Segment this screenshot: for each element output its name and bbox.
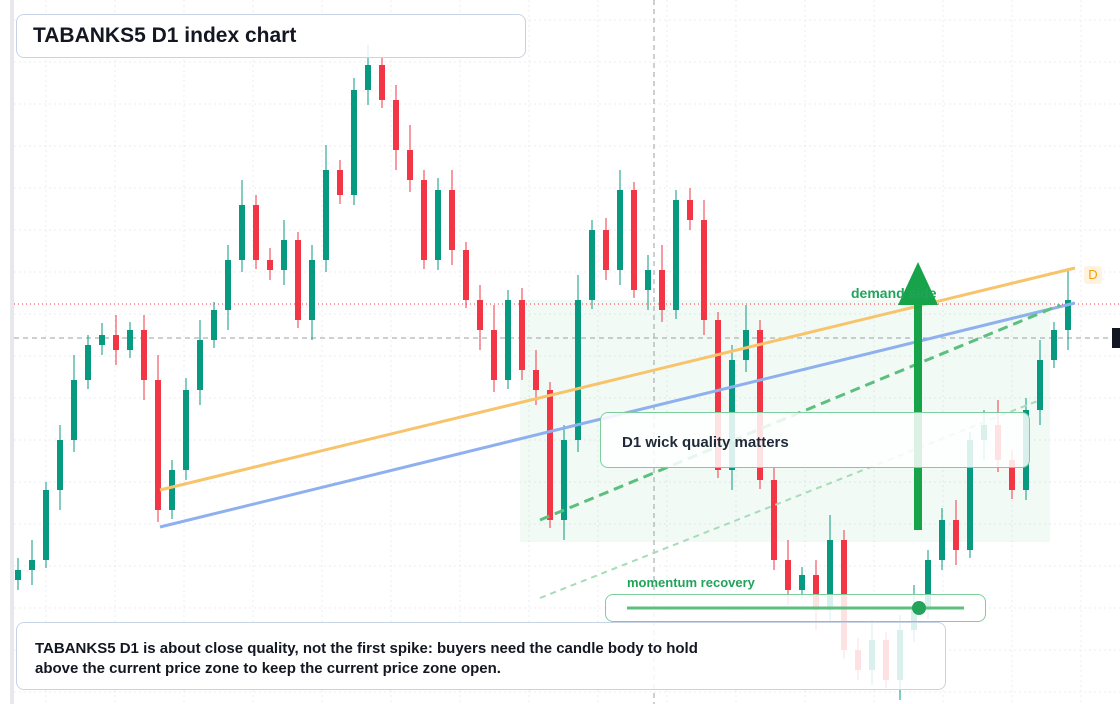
candle-body [15,570,21,580]
candle-body [337,170,343,195]
candle-body [197,340,203,390]
candle-body [631,190,637,290]
zone-label: demand side [851,285,937,301]
candle-body [141,330,147,380]
candle-body [715,320,721,470]
candle-body [309,260,315,320]
note-line: TABANKS5 D1 is about close quality, not … [35,640,698,657]
candle-body [113,335,119,350]
candle-body [99,335,105,345]
candle-body [295,240,301,320]
momentum-label: momentum recovery [627,575,755,590]
candle-body [225,260,231,310]
candle-body [687,200,693,220]
candle-body [169,470,175,510]
background-grid [14,0,1120,704]
candle-body [155,380,161,510]
candle-body [771,480,777,560]
candle-body [939,520,945,560]
candle-body [421,180,427,260]
price-tag [1112,328,1120,348]
note-line: above the current price zone to keep the… [35,660,501,677]
candle-body [1065,300,1071,330]
candle-body [351,90,357,195]
candle-body [323,170,329,260]
candle-body [575,300,581,440]
candle-body [827,540,833,610]
candle-body [925,560,931,610]
candle-body [435,190,441,260]
candle-body [561,440,567,520]
candle-body [71,380,77,440]
candle-body [29,560,35,570]
candle-body [393,100,399,150]
note-box: TABANKS5 D1 is about close quality, not … [16,622,946,690]
candle-body [953,520,959,550]
candle-body [813,575,819,610]
candle-body [449,190,455,250]
candle-body [1051,330,1057,360]
annotation-text: D1 wick quality matters [622,434,789,451]
candle-body [183,390,189,470]
candle-body [57,440,63,490]
candle-body [743,330,749,360]
candle-body [211,310,217,340]
candle-body [127,330,133,350]
candle-body [757,330,763,480]
candle-body [645,270,651,290]
candle-body [701,220,707,320]
trend-line-faint [539,399,1041,599]
candle-body [589,230,595,300]
candle-body [519,300,525,370]
marker-label: D [1084,266,1102,284]
candle-body [673,200,679,310]
candle-body [785,560,791,590]
candle-body [463,250,469,300]
candle-body [477,300,483,330]
candle-body [267,260,273,270]
candle-body [1037,360,1043,410]
candle-body [547,390,553,520]
candle-body [43,490,49,560]
chart-title: TABANKS5 D1 index chart [33,24,297,47]
candle-body [379,65,385,100]
momentum-box [605,594,986,622]
momentum-slider [627,601,964,615]
candle-body [603,230,609,270]
annotation-box: D1 wick quality matters [600,412,1030,468]
candle-body [659,270,665,310]
candle-body [281,240,287,270]
candle-body [799,575,805,590]
candle-body [533,370,539,390]
candle-body [967,440,973,550]
candle-body [491,330,497,380]
candle-body [85,345,91,380]
candle-body [407,150,413,180]
candle-body [239,205,245,260]
candle-body [253,205,259,260]
candle-body [505,300,511,380]
up-arrow [898,262,938,530]
candle-body [1009,460,1015,490]
left-edge [10,0,14,704]
candle-body [617,190,623,270]
candle-body [365,65,371,90]
slider-knob [912,601,926,615]
title-box: TABANKS5 D1 index chart [16,14,526,58]
